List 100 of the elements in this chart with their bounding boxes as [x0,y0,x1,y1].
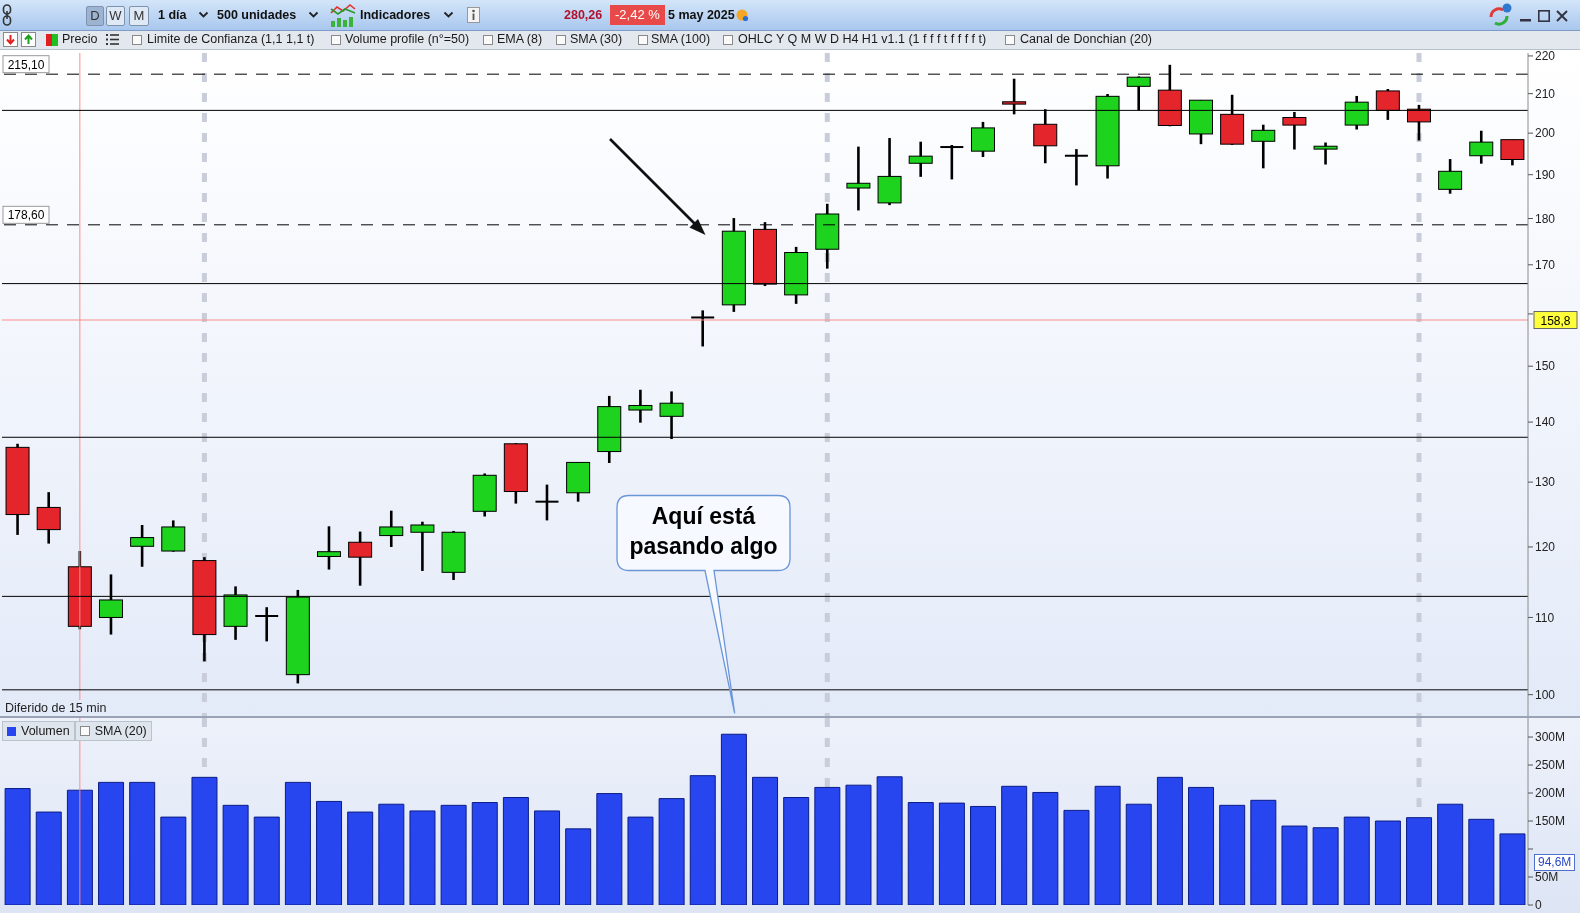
bar [316,800,343,905]
y-tick-label: 110 [1535,610,1555,625]
y-tick-label: 100 [1535,687,1556,702]
candlestick [348,530,373,587]
bar [627,816,654,905]
text: 280,26 [564,7,603,23]
text: Canal de Donchian (20) [1020,32,1153,47]
text: 500 unidades [217,7,297,23]
candlestick [1313,141,1338,166]
bar [783,797,810,905]
bar [1499,833,1526,905]
ref-line-label: 215,10 [7,57,45,72]
candlestick [410,520,435,573]
bar [502,797,529,905]
ref-line-label: 178,60 [7,208,45,223]
text: M [129,6,149,26]
bar [1281,825,1308,905]
bar [845,784,872,905]
candlestick [1438,157,1463,195]
candlestick [316,525,341,571]
bar [191,776,218,905]
text: D [86,6,104,26]
bar [129,781,156,905]
y-tick-label: 200M [1535,786,1566,801]
text: SMA (30) [570,32,623,47]
candlestick [254,605,280,643]
text: W [106,6,125,26]
bar [347,811,374,905]
candlestick [1469,129,1494,165]
bar [284,781,311,905]
candlestick [379,509,404,549]
y-tick-label: 190 [1535,167,1556,182]
candlestick [690,309,716,348]
text: Indicadores [360,7,431,23]
bar [160,816,187,905]
text: Limite de Confianza (1,1 1,1 t) [147,32,315,47]
bar [35,811,62,905]
bar [440,804,467,905]
candlestick [970,120,995,159]
bar [4,788,31,905]
bar [1312,827,1339,905]
text: OHLC Y Q M W D H4 H1 v1.1 (1 f f f t f f f f t) [738,32,987,47]
bar [814,786,841,905]
bar [98,781,125,905]
y-tick-label: 250M [1535,758,1566,773]
candlestick [846,145,871,212]
bar [222,804,249,905]
annotation: SMA (20) [94,723,147,739]
text: 1 día [158,7,187,23]
bar [1468,818,1495,905]
text: EMA (8) [497,32,543,47]
bar [720,733,747,905]
annotation: Diferido de 15 min [5,700,110,716]
bar [1406,817,1433,905]
candlestick [1063,147,1089,187]
bar [907,802,934,905]
y-tick-label: 180 [1535,211,1556,226]
bar [752,776,779,905]
text: Volumen [21,723,70,739]
candlestick [1251,123,1276,170]
bar [1063,809,1090,905]
text: 94,6M [1534,854,1576,871]
y-tick-label: 150M [1535,814,1566,829]
candlestick [939,143,965,181]
bar [1343,816,1370,905]
y-tick-label: 130 [1535,475,1556,490]
bar [1125,803,1152,905]
bar [1250,799,1277,905]
bar [471,802,498,905]
y-tick-label: 150 [1535,359,1556,374]
candlestick [908,140,933,179]
bar [1094,785,1121,905]
ref-line-label: 158,8 [1540,313,1571,328]
bar [409,810,436,905]
text: SMA (100) [651,32,711,47]
y-tick-label: 300M [1535,730,1566,745]
bar [1156,776,1183,905]
y-tick-label: 170 [1535,258,1556,273]
bar [1437,803,1464,905]
y-tick-label: 120 [1535,540,1556,555]
text: 5 may 2025 [668,7,735,23]
bar [1032,791,1059,905]
y-tick-label: 210 [1535,86,1556,101]
text: -2,42 % [610,5,665,25]
candlestick [628,388,653,424]
bar [1374,820,1401,905]
bar [66,789,93,905]
y-tick-label: 140 [1535,415,1556,430]
y-tick-label: 50M [1535,870,1559,885]
y-tick-label: 200 [1535,126,1556,141]
text: Volume profile (n°=50) [345,32,470,47]
bar [689,775,716,905]
bar [1001,785,1028,905]
text: Precio [62,32,98,47]
candlestick [1500,138,1525,167]
bar [565,828,592,905]
bar [1188,786,1215,905]
bar [1219,804,1246,905]
y-tick-label: 220 [1535,49,1556,64]
bar [596,793,623,905]
